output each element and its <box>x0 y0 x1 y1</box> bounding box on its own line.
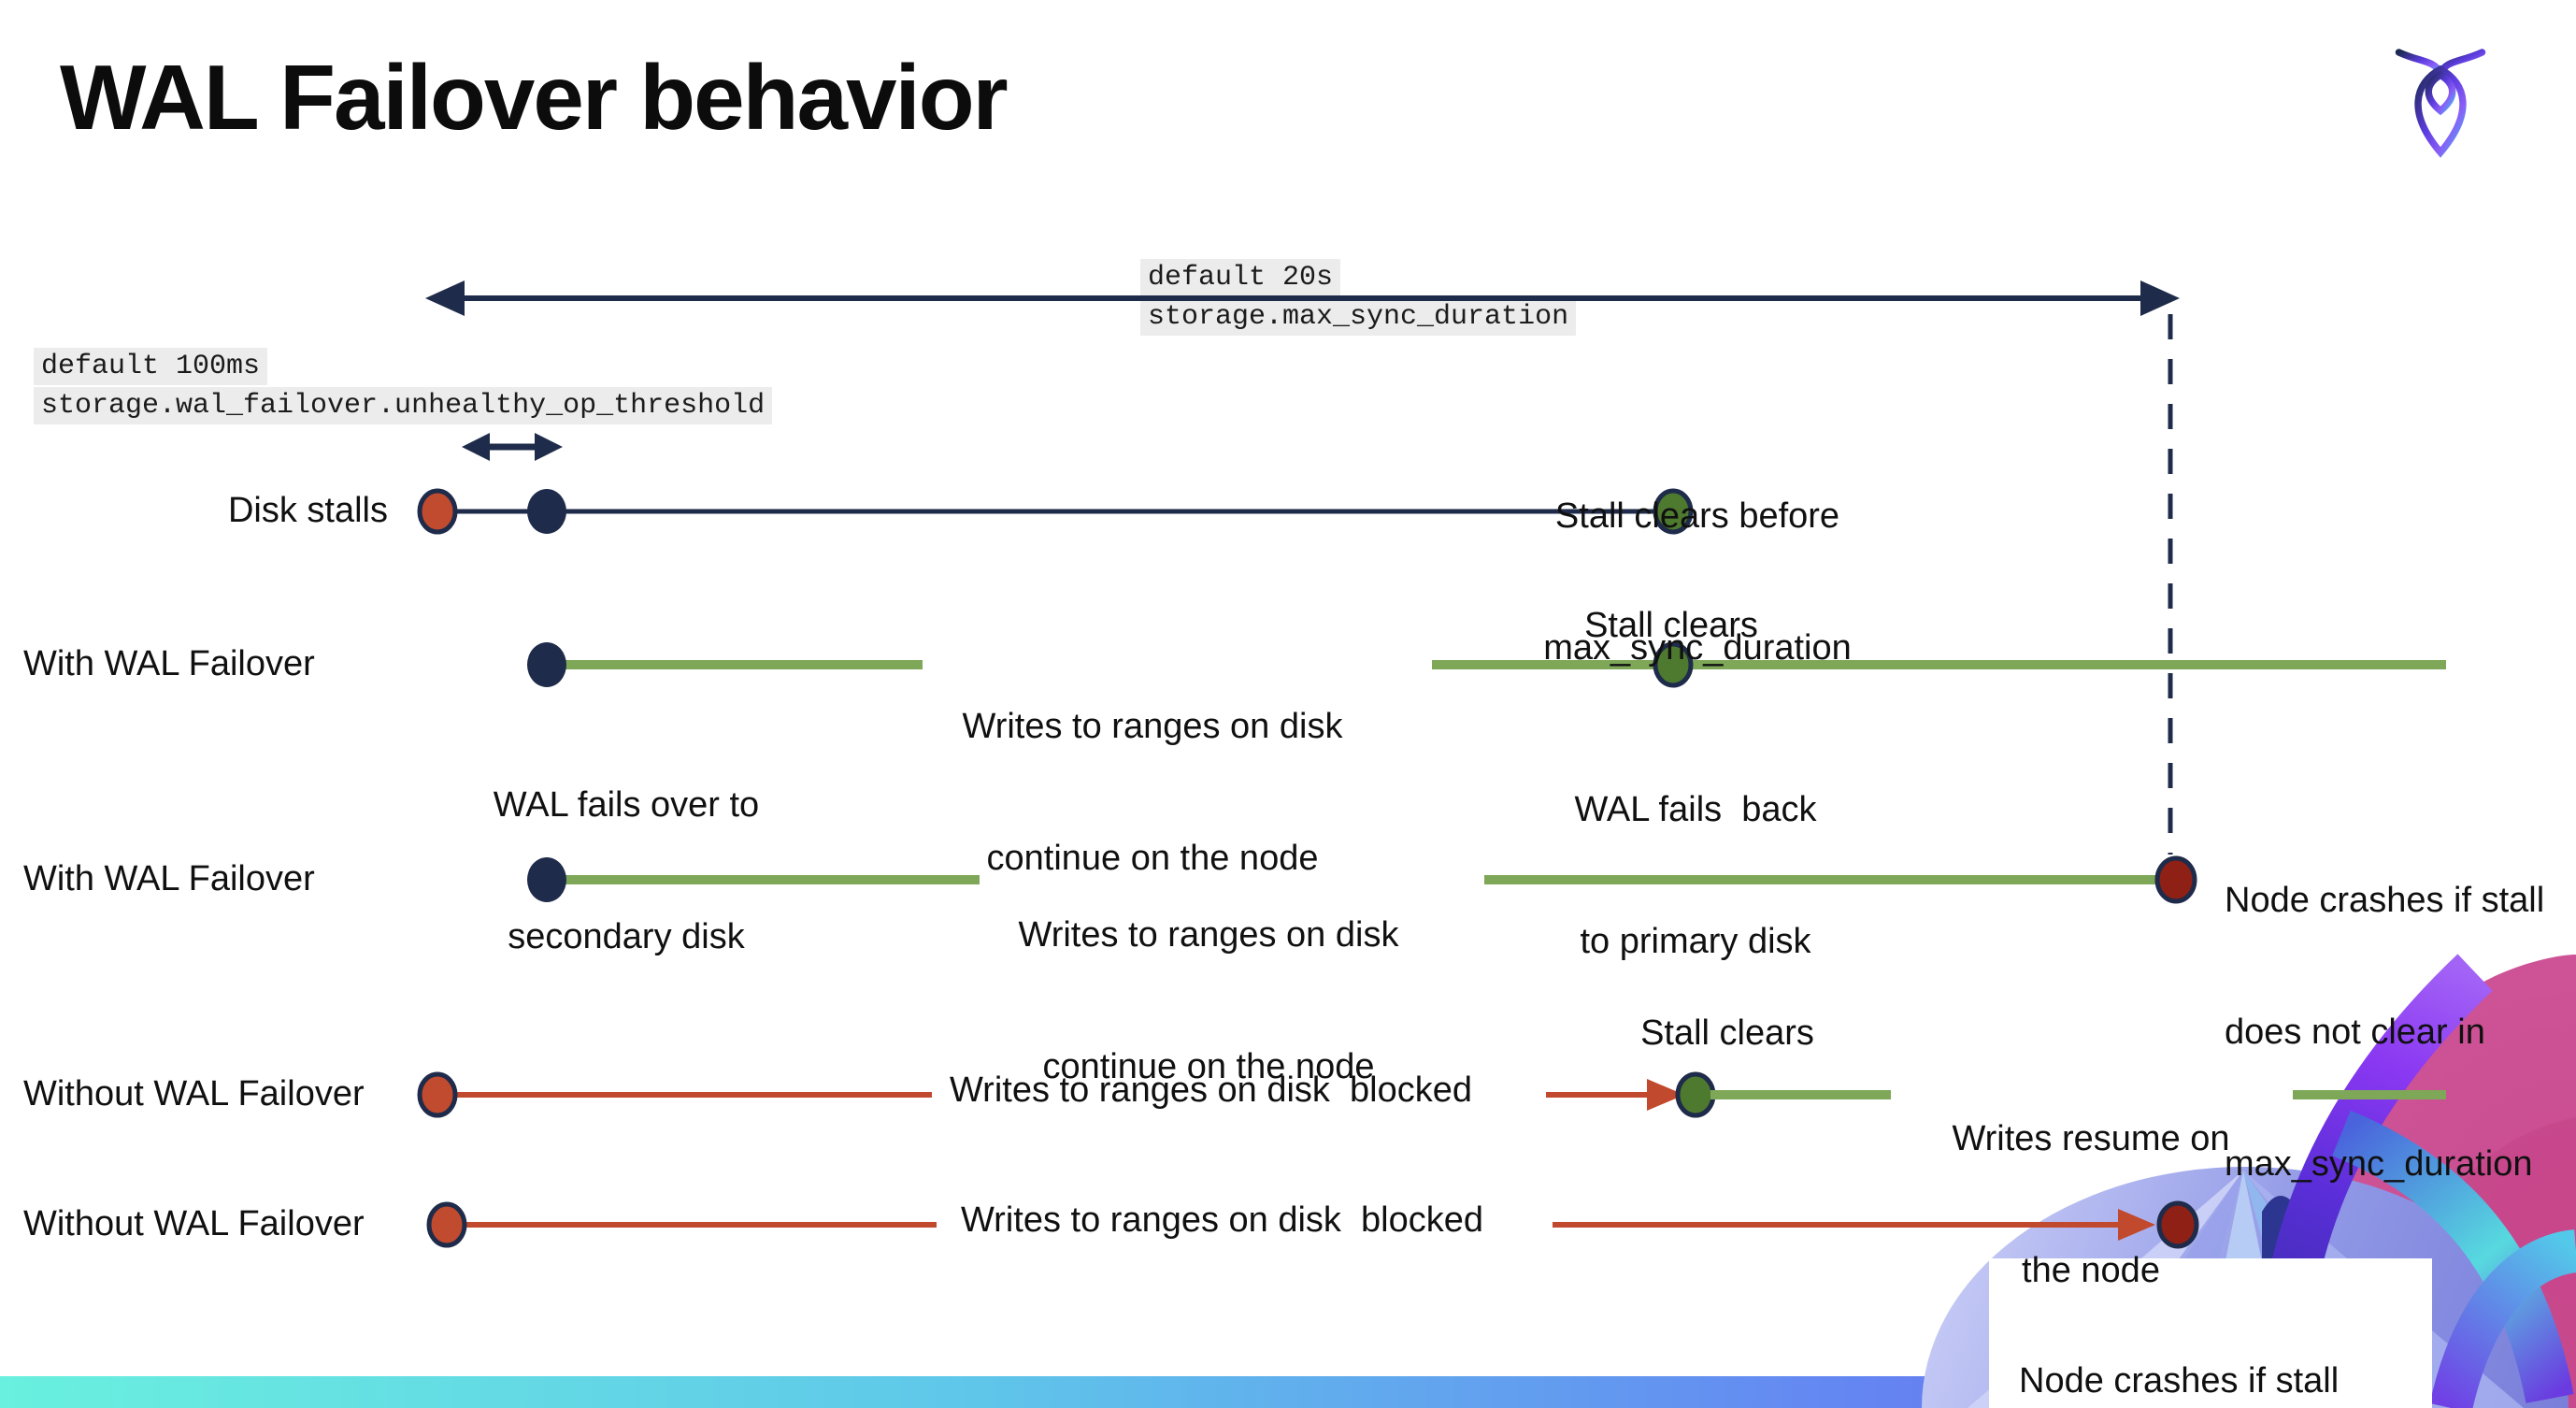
unhealthy-op-setting-name: storage.wal_failover.unhealthy_op_thresh… <box>34 387 773 424</box>
stall-clears-dot <box>1675 1071 1716 1118</box>
annotation-node-crashes-2: Node crashes if stall does not clear in … <box>2019 1361 2340 1401</box>
annotation-wal-fails-over: WAL fails over to secondary disk <box>493 785 760 956</box>
blocked-arrowhead <box>1647 1079 1684 1111</box>
node-crashes-card <box>1989 1258 2432 1408</box>
stall-start-dot <box>417 1071 458 1118</box>
with-wal-failover-1-timeline <box>527 641 2446 688</box>
annotation-writes-blocked-1: Writes to ranges on disk blocked <box>950 1070 1473 1110</box>
annotation-writes-resume: Writes resume on the node <box>1952 1119 2230 1290</box>
annotation-writes-continue-1: Writes to ranges on disk continue on the… <box>962 707 1343 878</box>
row-label-with-wal-failover-1: With WAL Failover <box>23 644 315 683</box>
failover-dot <box>527 642 566 687</box>
annotation-stall-clears-before: Stall clears before max_sync_duration <box>1543 496 1852 668</box>
node-crash-dot <box>2154 855 2197 904</box>
max-sync-default-label: default 20s <box>1140 259 1341 296</box>
annotation-stall-clears-2: Stall clears <box>1640 1013 1814 1053</box>
row-label-disk-stalls: Disk stalls <box>227 491 388 530</box>
row-label-without-wal-failover-1: Without WAL Failover <box>23 1074 365 1113</box>
annotation-stall-clears-1: Stall clears <box>1584 606 1758 645</box>
disk-stall-start-dot <box>417 488 458 535</box>
failover-threshold-dot <box>527 489 566 534</box>
unhealthy-op-threshold-arrow <box>462 433 563 461</box>
cockroachdb-logo-icon <box>2395 49 2486 158</box>
annotation-writes-continue-2: Writes to ranges on disk continue on the… <box>1018 915 1399 1086</box>
annotation-wal-fails-back: WAL fails back to primary disk <box>1574 790 1817 961</box>
stall-start-dot <box>426 1201 467 1248</box>
disk-stalls-timeline <box>417 488 1694 535</box>
row-label-without-wal-failover-2: Without WAL Failover <box>23 1204 365 1243</box>
page-title: WAL Failover behavior <box>60 46 1009 149</box>
unhealthy-op-default-label: default 100ms <box>34 348 268 385</box>
annotation-node-crashes-1: Node crashes if stall does not clear in … <box>2225 881 2545 1184</box>
annotation-writes-blocked-2: Writes to ranges on disk blocked <box>961 1200 1484 1240</box>
max-sync-setting-name: storage.max_sync_duration <box>1140 298 1577 336</box>
row-label-with-wal-failover-2: With WAL Failover <box>23 859 315 898</box>
